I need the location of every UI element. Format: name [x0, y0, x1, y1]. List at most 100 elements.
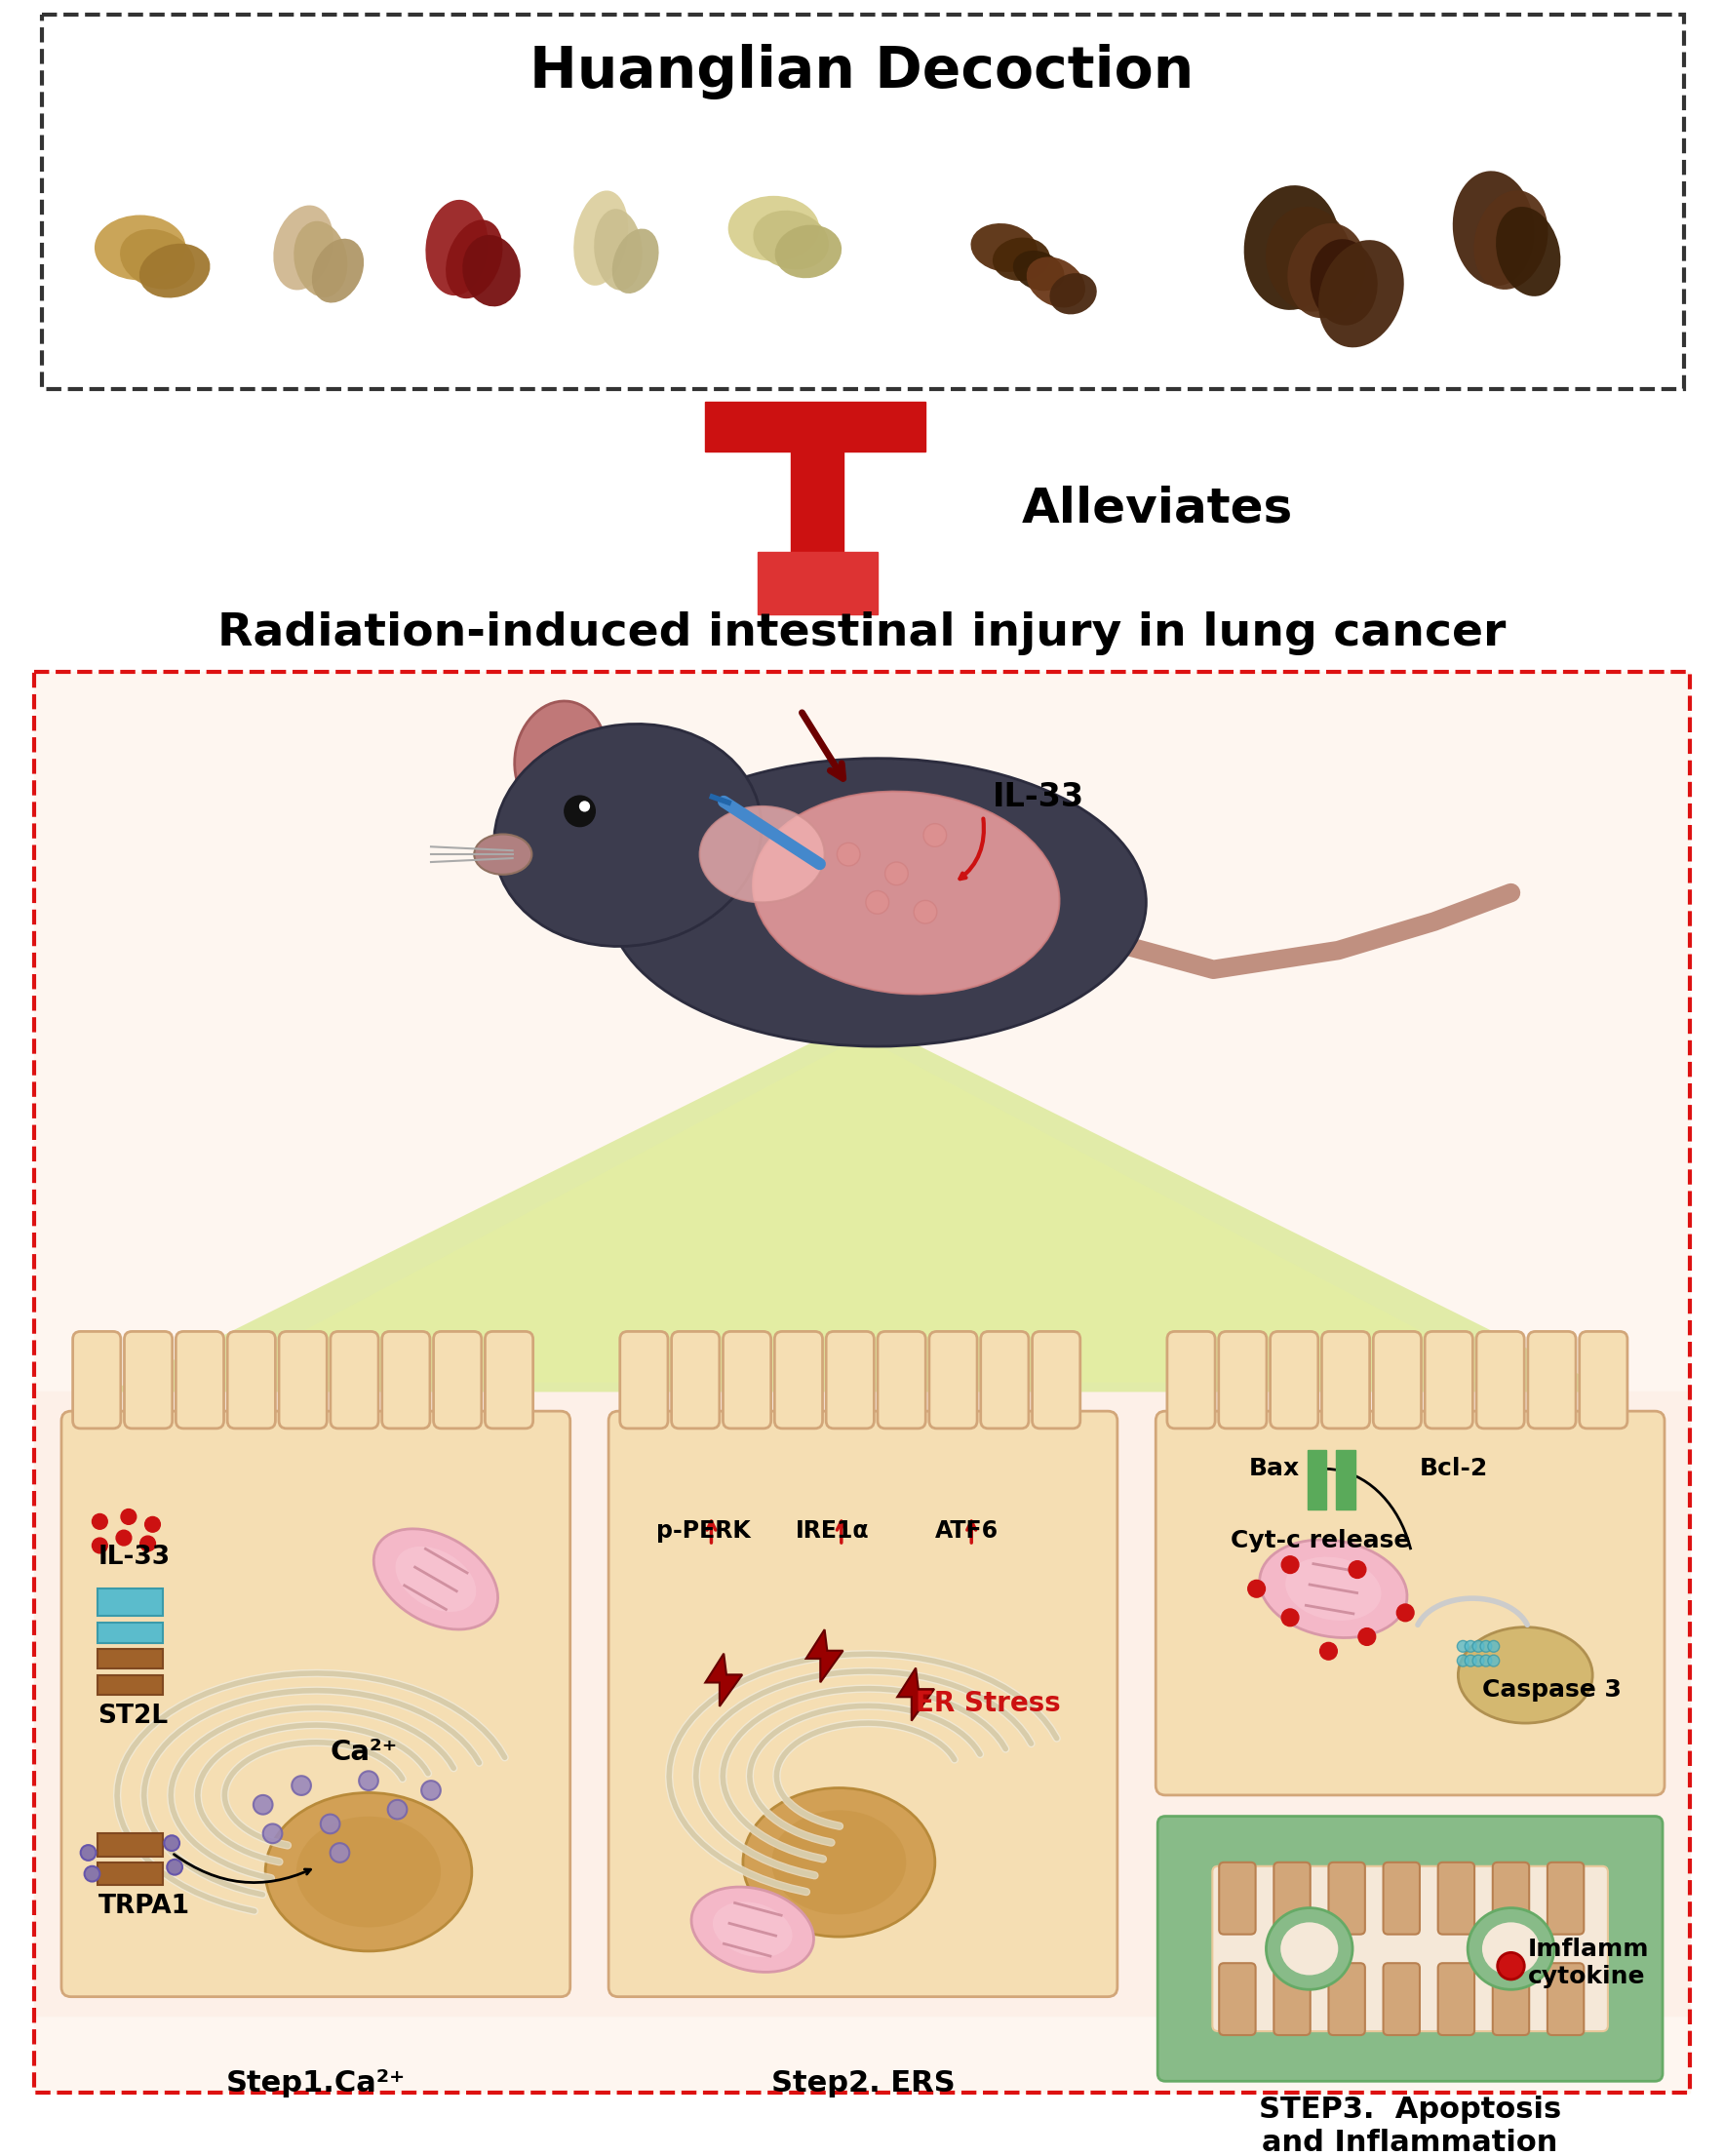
FancyBboxPatch shape: [722, 1332, 771, 1429]
Ellipse shape: [595, 209, 643, 291]
Circle shape: [291, 1777, 310, 1796]
FancyBboxPatch shape: [1157, 1815, 1662, 2081]
Circle shape: [1465, 1641, 1476, 1651]
Circle shape: [164, 1835, 179, 1850]
FancyBboxPatch shape: [62, 1412, 571, 1996]
Ellipse shape: [293, 222, 348, 298]
Bar: [41, 15, 1684, 388]
FancyBboxPatch shape: [1548, 1863, 1584, 1934]
Ellipse shape: [1467, 1908, 1553, 1990]
Bar: [34, 673, 1690, 2093]
Polygon shape: [807, 1630, 843, 1682]
Ellipse shape: [1286, 1557, 1381, 1621]
Ellipse shape: [1014, 250, 1064, 291]
Ellipse shape: [374, 1529, 498, 1630]
Ellipse shape: [1265, 1908, 1353, 1990]
FancyBboxPatch shape: [1219, 1964, 1255, 2035]
FancyBboxPatch shape: [1383, 1964, 1421, 2035]
Circle shape: [253, 1796, 272, 1815]
Ellipse shape: [712, 1902, 793, 1958]
FancyBboxPatch shape: [1271, 1332, 1319, 1429]
Bar: [98, 1675, 164, 1695]
FancyBboxPatch shape: [1493, 1863, 1529, 1934]
FancyBboxPatch shape: [609, 1412, 1117, 1996]
Text: ER Stress: ER Stress: [915, 1690, 1060, 1718]
Ellipse shape: [265, 1794, 472, 1951]
Text: STEP3.  Apoptosis
and Inflammation: STEP3. Apoptosis and Inflammation: [1259, 2096, 1562, 2156]
Ellipse shape: [1319, 239, 1403, 347]
Ellipse shape: [1050, 274, 1096, 315]
Text: ST2L: ST2L: [98, 1703, 169, 1729]
FancyBboxPatch shape: [878, 1332, 926, 1429]
Circle shape: [914, 901, 936, 923]
FancyBboxPatch shape: [1219, 1332, 1267, 1429]
Bar: [98, 1589, 164, 1615]
Circle shape: [116, 1531, 131, 1546]
Circle shape: [121, 1509, 136, 1524]
Ellipse shape: [140, 244, 210, 298]
FancyBboxPatch shape: [929, 1332, 978, 1429]
FancyBboxPatch shape: [228, 1332, 276, 1429]
Text: TRPA1: TRPA1: [98, 1893, 190, 1919]
Circle shape: [167, 1858, 183, 1876]
Bar: [1307, 1449, 1326, 1509]
Circle shape: [388, 1800, 407, 1820]
Text: ATF6: ATF6: [934, 1520, 998, 1544]
Text: Caspase 3: Caspase 3: [1483, 1677, 1622, 1701]
FancyBboxPatch shape: [826, 1332, 874, 1429]
FancyBboxPatch shape: [1548, 1964, 1584, 2035]
FancyBboxPatch shape: [1219, 1863, 1255, 1934]
Circle shape: [1396, 1604, 1414, 1621]
Text: Step2. ERS: Step2. ERS: [771, 2070, 955, 2098]
Text: Step1.Ca²⁺: Step1.Ca²⁺: [226, 2070, 405, 2098]
Ellipse shape: [514, 701, 607, 815]
Ellipse shape: [1496, 207, 1560, 295]
Text: IL-33: IL-33: [98, 1544, 171, 1570]
Circle shape: [1348, 1561, 1365, 1578]
Bar: [791, 451, 843, 556]
Circle shape: [1321, 1643, 1338, 1660]
FancyBboxPatch shape: [671, 1332, 719, 1429]
FancyBboxPatch shape: [484, 1332, 533, 1429]
FancyBboxPatch shape: [1579, 1332, 1627, 1429]
Text: Bcl-2: Bcl-2: [1421, 1457, 1488, 1481]
Circle shape: [1457, 1641, 1469, 1651]
Circle shape: [359, 1770, 378, 1789]
Ellipse shape: [574, 190, 628, 285]
Circle shape: [1498, 1953, 1524, 1979]
Circle shape: [145, 1516, 160, 1533]
Bar: [757, 552, 878, 614]
Circle shape: [84, 1867, 100, 1882]
Ellipse shape: [297, 1818, 441, 1927]
Text: Radiation-induced intestinal injury in lung cancer: Radiation-induced intestinal injury in l…: [217, 612, 1507, 655]
FancyBboxPatch shape: [72, 1332, 121, 1429]
Ellipse shape: [1459, 1628, 1593, 1723]
FancyBboxPatch shape: [1493, 1964, 1529, 2035]
Text: Bax: Bax: [1248, 1457, 1300, 1481]
FancyBboxPatch shape: [981, 1332, 1029, 1429]
Circle shape: [91, 1537, 107, 1552]
Polygon shape: [705, 1654, 743, 1705]
FancyBboxPatch shape: [383, 1332, 429, 1429]
Ellipse shape: [1483, 1923, 1540, 1975]
Ellipse shape: [772, 1811, 907, 1915]
FancyBboxPatch shape: [1383, 1863, 1421, 1934]
Circle shape: [331, 1843, 350, 1863]
Text: Imflamm
cytokine: Imflamm cytokine: [1527, 1938, 1650, 1988]
Ellipse shape: [1265, 207, 1353, 313]
Text: p-PERK: p-PERK: [657, 1520, 752, 1544]
Text: IL-33: IL-33: [993, 780, 1084, 813]
Ellipse shape: [495, 724, 762, 946]
Circle shape: [579, 802, 590, 811]
Ellipse shape: [753, 211, 829, 270]
FancyBboxPatch shape: [774, 1332, 822, 1429]
FancyBboxPatch shape: [1274, 1964, 1310, 2035]
Polygon shape: [205, 1037, 1519, 1382]
Text: Huanglian Decoction: Huanglian Decoction: [529, 45, 1195, 99]
FancyBboxPatch shape: [1322, 1332, 1369, 1429]
Text: Ca²⁺: Ca²⁺: [329, 1738, 398, 1766]
Circle shape: [140, 1535, 155, 1552]
Bar: [98, 1863, 164, 1884]
FancyBboxPatch shape: [124, 1332, 172, 1429]
Circle shape: [1488, 1641, 1500, 1651]
